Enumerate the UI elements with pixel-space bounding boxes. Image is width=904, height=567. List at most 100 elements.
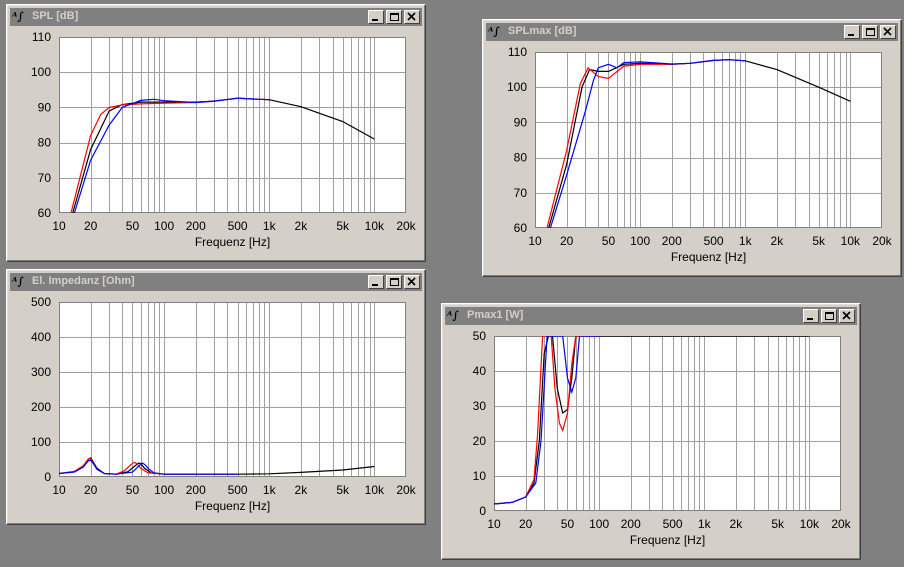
series-line-0 — [494, 336, 810, 505]
close-button[interactable] — [404, 275, 420, 289]
spl-titlebar[interactable]: ᴬ∫ SPL [dB] — [10, 8, 422, 26]
y-tick-label: 40 — [473, 364, 487, 378]
impedance-window[interactable]: ᴬ∫ El. Impedanz [Ohm] 0 100 200 300 400 500 10… — [6, 269, 426, 525]
x-tick-label: 2k — [295, 483, 309, 497]
plot-area — [59, 302, 406, 477]
x-tick-label: 1k — [739, 234, 753, 248]
maximize-icon — [825, 312, 834, 320]
pmax-window[interactable]: ᴬ∫ Pmax1 [W] 0 10 20 30 40 50 10 20 50 100 200 500 1… — [441, 303, 861, 560]
impedance-title: El. Impedanz [Ohm] — [32, 275, 135, 287]
app-icon: ᴬ∫ — [12, 10, 24, 23]
plot-area — [535, 52, 882, 228]
x-tick-label: 20 — [560, 234, 574, 248]
grid-lines — [59, 302, 406, 477]
y-tick-label: 200 — [31, 400, 51, 414]
app-icon: ᴬ∫ — [488, 25, 500, 38]
x-tick-label: 100 — [589, 517, 609, 531]
spl-chart: 60 70 80 90 100 110 10 20 50 100 200 500 1k 2k 5k 10k 20… — [31, 30, 417, 249]
x-tick-label: 20k — [396, 483, 416, 497]
x-tick-label: 10k — [365, 219, 385, 233]
splmax-chart: 60 70 80 90 100 110 10 20 50 100 200 500 1k 2k 5k 10k 20… — [507, 45, 893, 264]
close-button[interactable] — [839, 309, 855, 323]
pmax-titlebar[interactable]: ᴬ∫ Pmax1 [W] — [445, 307, 857, 325]
close-icon — [407, 277, 416, 286]
y-tick-label: 110 — [508, 45, 527, 59]
x-tick-label: 500 — [228, 483, 248, 497]
maximize-icon — [390, 278, 399, 286]
series-group — [546, 59, 851, 228]
plot-border — [59, 37, 406, 213]
x-tick-label: 1k — [263, 219, 277, 233]
maximize-icon — [390, 13, 399, 21]
pmax-title: Pmax1 [W] — [467, 309, 524, 321]
x-tick-label: 20k — [872, 234, 892, 248]
y-tick-label: 100 — [31, 435, 51, 449]
impedance-titlebar[interactable]: ᴬ∫ El. Impedanz [Ohm] — [10, 273, 422, 291]
maximize-button[interactable] — [821, 309, 837, 323]
x-tick-label: 1k — [698, 517, 712, 531]
x-tick-label: 5k — [336, 483, 350, 497]
maximize-button[interactable] — [862, 25, 878, 39]
splmax-titlebar[interactable]: ᴬ∫ SPLmax [dB] — [486, 23, 898, 41]
series-line-2 — [73, 97, 270, 213]
x-tick-label: 20 — [84, 219, 98, 233]
y-tick-label: 80 — [514, 151, 528, 165]
y-tick-label: 50 — [473, 329, 487, 343]
minimize-icon — [372, 284, 378, 286]
y-tick-label: 100 — [31, 65, 51, 79]
x-tick-label: 500 — [704, 234, 724, 248]
x-tick-label: 50 — [561, 517, 575, 531]
minimize-button[interactable] — [368, 275, 384, 289]
x-tick-label: 5k — [336, 219, 350, 233]
spl-window[interactable]: ᴬ∫ SPL [dB] 60 70 80 90 100 110 10 20 50 100 200 50… — [6, 4, 426, 262]
series-group — [59, 456, 375, 475]
x-axis-label: Frequenz [Hz] — [195, 235, 270, 249]
y-tick-label: 500 — [31, 295, 51, 309]
x-tick-label: 1k — [263, 483, 277, 497]
plot-area — [494, 336, 841, 511]
minimize-button[interactable] — [844, 25, 860, 39]
series-group — [494, 336, 810, 505]
x-tick-label: 100 — [630, 234, 650, 248]
x-tick-label: 10 — [487, 517, 501, 531]
x-tick-label: 20k — [396, 219, 416, 233]
x-axis-label: Frequenz [Hz] — [671, 250, 746, 264]
grid-lines — [59, 37, 406, 213]
app-icon: ᴬ∫ — [12, 275, 24, 288]
close-icon — [842, 311, 851, 320]
series-line-1 — [494, 336, 600, 505]
close-icon — [407, 12, 416, 21]
y-tick-label: 30 — [473, 399, 487, 413]
x-tick-label: 2k — [295, 219, 309, 233]
y-tick-label: 10 — [473, 469, 487, 483]
y-tick-label: 90 — [514, 115, 528, 129]
x-tick-label: 50 — [126, 483, 140, 497]
plot-border — [535, 52, 882, 228]
maximize-button[interactable] — [386, 10, 402, 24]
series-line-2 — [59, 459, 238, 475]
close-button[interactable] — [880, 25, 896, 39]
x-tick-label: 5k — [771, 517, 785, 531]
minimize-button[interactable] — [368, 10, 384, 24]
x-tick-label: 200 — [186, 483, 206, 497]
minimize-icon — [807, 318, 813, 320]
minimize-button[interactable] — [803, 309, 819, 323]
x-tick-label: 2k — [730, 517, 744, 531]
x-tick-label: 50 — [126, 219, 140, 233]
y-tick-label: 70 — [514, 186, 528, 200]
series-group — [70, 97, 375, 213]
impedance-chart: 0 100 200 300 400 500 10 20 50 100 200 500 1k 2k 5k 10k… — [31, 295, 417, 513]
splmax-title: SPLmax [dB] — [508, 25, 577, 37]
x-tick-label: 100 — [154, 219, 174, 233]
y-tick-label: 60 — [514, 221, 528, 235]
grid-lines — [535, 52, 882, 228]
spl-title: SPL [dB] — [32, 10, 79, 22]
close-button[interactable] — [404, 10, 420, 24]
maximize-icon — [866, 28, 875, 36]
x-tick-label: 5k — [812, 234, 826, 248]
splmax-window[interactable]: ᴬ∫ SPLmax [dB] 60 70 80 90 100 110 10 20 50 100 20… — [482, 19, 902, 277]
maximize-button[interactable] — [386, 275, 402, 289]
x-tick-label: 20 — [84, 483, 98, 497]
app-icon: ᴬ∫ — [447, 309, 459, 322]
